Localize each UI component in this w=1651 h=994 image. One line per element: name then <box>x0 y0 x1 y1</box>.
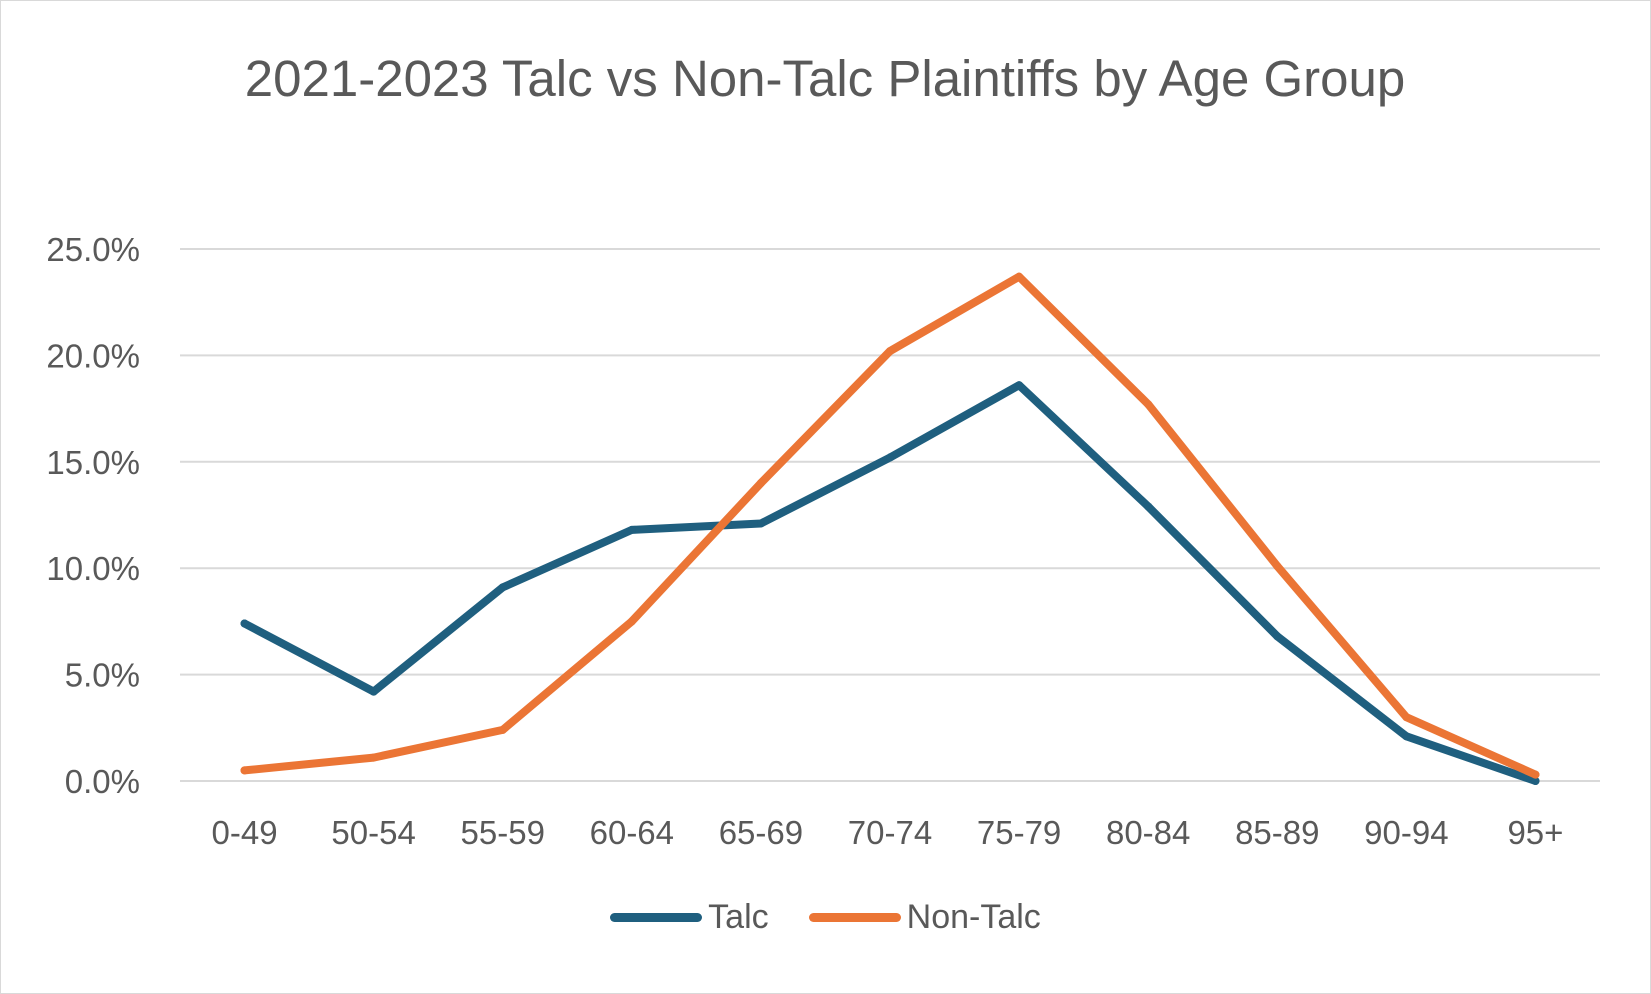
x-tick-label: 50-54 <box>331 814 415 851</box>
x-tick-label: 55-59 <box>461 814 545 851</box>
y-tick-label: 25.0% <box>46 231 140 268</box>
data-point-talc <box>240 619 249 628</box>
y-axis-tick-labels: 0.0% 5.0% 10.0% 15.0% 20.0% 25.0% <box>46 231 140 800</box>
data-point-talc <box>1402 732 1411 741</box>
x-axis-tick-labels: 0-49 50-54 55-59 60-64 65-69 70-74 75-79 80-84 8… <box>212 814 1564 851</box>
data-point-talc <box>627 525 636 534</box>
data-point-talc <box>498 583 507 592</box>
data-point-non-talc <box>498 725 507 734</box>
data-point-non-talc <box>1144 400 1153 409</box>
legend-label-talc: Talc <box>708 898 769 936</box>
x-tick-label: 80-84 <box>1106 814 1190 851</box>
data-point-non-talc <box>627 617 636 626</box>
x-tick-label: 60-64 <box>590 814 674 851</box>
data-point-non-talc <box>369 753 378 762</box>
x-tick-label: 75-79 <box>977 814 1061 851</box>
series-lines <box>240 272 1540 785</box>
data-point-non-talc <box>1015 272 1024 281</box>
x-tick-label: 90-94 <box>1364 814 1448 851</box>
data-point-talc <box>369 687 378 696</box>
data-point-talc <box>886 453 894 462</box>
data-point-non-talc <box>1273 562 1282 571</box>
x-tick-label: 0-49 <box>212 814 278 851</box>
y-tick-label: 20.0% <box>46 337 140 374</box>
gridlines <box>180 248 1600 782</box>
legend-item-non-talc: Non-Talc <box>808 898 1041 937</box>
x-tick-label: 85-89 <box>1235 814 1319 851</box>
x-tick-label: 65-69 <box>719 814 803 851</box>
data-point-non-talc <box>240 766 249 775</box>
data-point-talc <box>1144 502 1153 511</box>
data-point-non-talc <box>1402 713 1411 722</box>
data-point-non-talc <box>1531 770 1540 779</box>
y-tick-label: 5.0% <box>65 657 140 694</box>
chart-title: 2021-2023 Talc vs Non-Talc Plaintiffs by… <box>244 50 1406 107</box>
legend-label-non-talc: Non-Talc <box>906 898 1041 936</box>
x-tick-label: 70-74 <box>848 814 932 851</box>
legend: Talc Non-Talc <box>0 898 1651 937</box>
data-point-non-talc <box>756 479 765 488</box>
data-point-talc <box>1273 632 1282 641</box>
data-point-talc <box>1015 381 1024 390</box>
x-tick-label: 95+ <box>1507 814 1563 851</box>
legend-item-talc: Talc <box>610 898 769 937</box>
data-point-talc <box>756 519 765 528</box>
y-tick-label: 10.0% <box>46 550 140 587</box>
y-tick-label: 0.0% <box>65 763 140 800</box>
data-point-non-talc <box>886 347 894 356</box>
legend-swatch-non-talc <box>808 913 901 922</box>
series-line-talc <box>240 381 1540 785</box>
data-point-talc <box>1531 777 1540 785</box>
legend-swatch-talc <box>610 913 703 922</box>
y-tick-label: 15.0% <box>46 444 140 481</box>
